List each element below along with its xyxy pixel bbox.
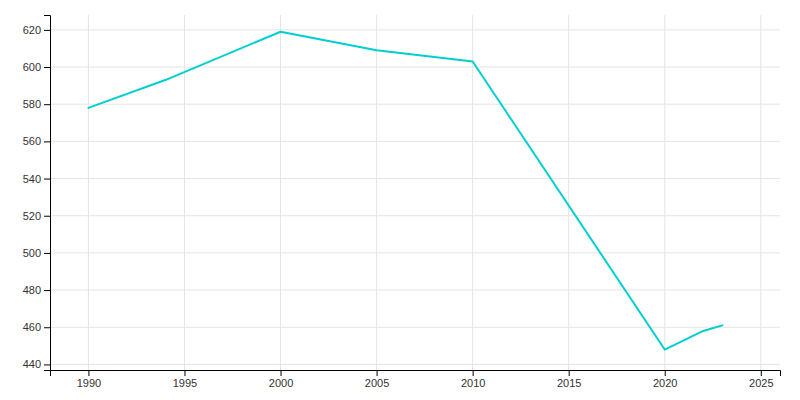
tick-mark xyxy=(44,327,50,328)
tick: 2025 xyxy=(749,370,773,389)
tick: 440 xyxy=(23,358,50,370)
grid-line xyxy=(760,15,761,370)
tick: 460 xyxy=(23,321,50,333)
tick-label: 560 xyxy=(23,135,41,147)
axis-line xyxy=(51,371,781,377)
tick: 500 xyxy=(23,247,50,259)
grid-line xyxy=(280,15,281,370)
tick-mark xyxy=(44,364,50,365)
tick-label: 460 xyxy=(23,321,41,333)
y-axis: 440 460 480 500 520 540 560 580 600 620 xyxy=(23,16,51,371)
tick-mark xyxy=(569,370,570,376)
tick: 1995 xyxy=(173,370,197,389)
grid-line xyxy=(50,141,780,142)
tick-mark xyxy=(665,370,666,376)
tick: 540 xyxy=(23,173,50,185)
tick-mark xyxy=(281,370,282,376)
grid-line xyxy=(50,104,780,105)
tick: 2020 xyxy=(653,370,677,389)
axis-line xyxy=(44,16,51,371)
tick-label: 440 xyxy=(23,358,41,370)
grid-line xyxy=(50,364,780,365)
tick-mark xyxy=(44,290,50,291)
tick-label: 2015 xyxy=(557,377,581,389)
tick: 520 xyxy=(23,210,50,222)
tick-label: 500 xyxy=(23,247,41,259)
marks xyxy=(88,32,722,350)
tick-label: 2000 xyxy=(269,377,293,389)
tick-mark xyxy=(44,253,50,254)
grid-line xyxy=(472,15,473,370)
grid-line xyxy=(568,15,569,370)
tick: 600 xyxy=(23,61,50,73)
tick-label: 1990 xyxy=(77,377,101,389)
tick-label: 480 xyxy=(23,284,41,296)
tick-mark xyxy=(88,370,89,376)
tick-label: 580 xyxy=(23,98,41,110)
tick-label: 620 xyxy=(23,24,41,36)
grid-line xyxy=(50,178,780,179)
tick-mark xyxy=(44,30,50,31)
tick-label: 520 xyxy=(23,210,41,222)
grid-line xyxy=(50,29,780,30)
plot: 1990 1995 2000 2005 2010 2015 2020 2025 440 460 48… xyxy=(23,15,781,389)
grid-line xyxy=(50,215,780,216)
grid-line xyxy=(88,15,89,370)
tick: 560 xyxy=(23,135,50,147)
line xyxy=(88,32,722,350)
grid-line xyxy=(50,327,780,328)
tick-label: 2005 xyxy=(365,377,389,389)
tick: 2010 xyxy=(461,370,485,389)
grid-line xyxy=(50,67,780,68)
tick: 580 xyxy=(23,98,50,110)
grid-line xyxy=(376,15,377,370)
tick-mark xyxy=(44,141,50,142)
grid-line xyxy=(664,15,665,370)
tick-mark xyxy=(761,370,762,376)
tick-label: 2010 xyxy=(461,377,485,389)
tick-mark xyxy=(473,370,474,376)
tick-mark xyxy=(44,216,50,217)
grid-line xyxy=(50,252,780,253)
tick-label: 2020 xyxy=(653,377,677,389)
x-axis: 1990 1995 2000 2005 2010 2015 2020 2025 xyxy=(51,370,781,389)
tick: 620 xyxy=(23,24,50,36)
chart: 1990 1995 2000 2005 2010 2015 2020 2025 440 460 48… xyxy=(0,0,800,400)
tick: 2015 xyxy=(557,370,581,389)
tick: 1990 xyxy=(77,370,101,389)
grid-line xyxy=(184,15,185,370)
grid-line xyxy=(50,290,780,291)
tick-mark xyxy=(377,370,378,376)
tick: 480 xyxy=(23,284,50,296)
tick-mark xyxy=(184,370,185,376)
tick-label: 2025 xyxy=(749,377,773,389)
tick-mark xyxy=(44,104,50,105)
tick: 2005 xyxy=(365,370,389,389)
tick-mark xyxy=(44,179,50,180)
tick-label: 600 xyxy=(23,61,41,73)
tick-label: 540 xyxy=(23,173,41,185)
tick-mark xyxy=(44,67,50,68)
grid xyxy=(50,15,780,370)
tick-label: 1995 xyxy=(173,377,197,389)
tick: 2000 xyxy=(269,370,293,389)
